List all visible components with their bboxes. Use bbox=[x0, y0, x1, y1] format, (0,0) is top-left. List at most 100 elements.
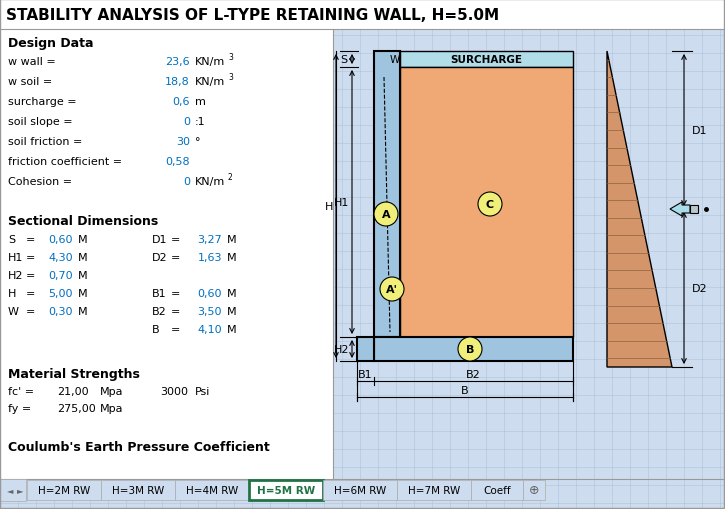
Text: M: M bbox=[78, 235, 88, 244]
Bar bbox=[323, 480, 397, 500]
Text: soil slope =: soil slope = bbox=[8, 117, 72, 127]
Bar bbox=[357, 337, 374, 361]
Circle shape bbox=[374, 203, 398, 227]
Bar bbox=[0, 0, 725, 30]
Text: :1: :1 bbox=[195, 117, 206, 127]
Bar bbox=[175, 480, 249, 500]
Text: 18,8: 18,8 bbox=[165, 77, 190, 87]
Text: =: = bbox=[26, 235, 36, 244]
Text: D1: D1 bbox=[152, 235, 167, 244]
Text: Psi: Psi bbox=[195, 386, 210, 396]
Text: m: m bbox=[195, 97, 206, 107]
Circle shape bbox=[380, 277, 404, 301]
Text: D1: D1 bbox=[692, 126, 708, 136]
Text: C: C bbox=[486, 200, 494, 210]
Text: 3000: 3000 bbox=[160, 386, 188, 396]
Text: 3: 3 bbox=[228, 53, 233, 63]
Text: M: M bbox=[227, 252, 236, 263]
Text: H: H bbox=[8, 289, 17, 298]
Text: 4,30: 4,30 bbox=[49, 252, 73, 263]
Text: H=2M RW: H=2M RW bbox=[38, 485, 90, 495]
Text: M: M bbox=[227, 289, 236, 298]
Text: SURCHARGE: SURCHARGE bbox=[450, 55, 523, 65]
Text: 0,30: 0,30 bbox=[49, 306, 73, 317]
Text: 23,6: 23,6 bbox=[165, 57, 190, 67]
Text: =: = bbox=[171, 324, 181, 334]
Bar bbox=[0, 479, 26, 501]
Bar bbox=[0, 30, 333, 479]
Text: Coulumb's Earth Pressure Coefficient: Coulumb's Earth Pressure Coefficient bbox=[8, 441, 270, 454]
Text: friction coefficient =: friction coefficient = bbox=[8, 157, 122, 166]
Text: M: M bbox=[78, 252, 88, 263]
Text: 3,27: 3,27 bbox=[197, 235, 222, 244]
Text: 2: 2 bbox=[228, 173, 233, 182]
Text: B2: B2 bbox=[466, 369, 481, 379]
Bar bbox=[27, 480, 101, 500]
Text: 4,10: 4,10 bbox=[197, 324, 222, 334]
Text: KN/m: KN/m bbox=[195, 77, 225, 87]
Text: soil friction =: soil friction = bbox=[8, 137, 83, 147]
Text: B1: B1 bbox=[152, 289, 167, 298]
Text: =: = bbox=[26, 289, 36, 298]
Text: B: B bbox=[465, 344, 474, 354]
Text: fy =: fy = bbox=[8, 403, 31, 413]
Text: 1,63: 1,63 bbox=[197, 252, 222, 263]
Text: KN/m: KN/m bbox=[195, 177, 225, 187]
Text: A': A' bbox=[386, 285, 398, 294]
Text: B1: B1 bbox=[358, 369, 373, 379]
Text: H=5M RW: H=5M RW bbox=[257, 485, 315, 495]
Text: Mpa: Mpa bbox=[100, 403, 123, 413]
Bar bbox=[523, 480, 545, 500]
Text: 0,6: 0,6 bbox=[173, 97, 190, 107]
Text: ◄: ◄ bbox=[7, 486, 14, 495]
Text: H=3M RW: H=3M RW bbox=[112, 485, 164, 495]
Text: =: = bbox=[171, 235, 181, 244]
Text: 0,70: 0,70 bbox=[49, 270, 73, 280]
Text: fc' =: fc' = bbox=[8, 386, 34, 396]
Text: B: B bbox=[152, 324, 160, 334]
Polygon shape bbox=[607, 52, 672, 367]
Text: STABILITY ANALYSIS OF L-TYPE RETAINING WALL, H=5.0M: STABILITY ANALYSIS OF L-TYPE RETAINING W… bbox=[6, 8, 499, 22]
Text: Material Strengths: Material Strengths bbox=[8, 368, 140, 381]
Text: ►: ► bbox=[17, 486, 23, 495]
Text: Mpa: Mpa bbox=[100, 386, 123, 396]
Text: H=4M RW: H=4M RW bbox=[186, 485, 238, 495]
Bar bbox=[397, 480, 471, 500]
Text: 0: 0 bbox=[183, 177, 190, 187]
Text: H=6M RW: H=6M RW bbox=[334, 485, 386, 495]
Text: °: ° bbox=[195, 137, 201, 147]
Text: W: W bbox=[8, 306, 19, 317]
Bar bbox=[374, 337, 573, 361]
FancyArrow shape bbox=[670, 203, 690, 216]
Text: 275,00: 275,00 bbox=[57, 403, 96, 413]
Text: S: S bbox=[8, 235, 15, 244]
Text: Cohesion =: Cohesion = bbox=[8, 177, 72, 187]
Text: M: M bbox=[227, 324, 236, 334]
Text: M: M bbox=[78, 306, 88, 317]
Text: M: M bbox=[227, 306, 236, 317]
Text: A: A bbox=[381, 210, 390, 219]
Text: W: W bbox=[390, 55, 400, 65]
Text: =: = bbox=[171, 252, 181, 263]
Circle shape bbox=[458, 337, 482, 361]
Text: ⊕: ⊕ bbox=[529, 484, 539, 496]
Bar bbox=[400, 52, 573, 68]
Text: w soil =: w soil = bbox=[8, 77, 52, 87]
Text: =: = bbox=[171, 289, 181, 298]
Bar bbox=[471, 480, 523, 500]
Text: KN/m: KN/m bbox=[195, 57, 225, 67]
Text: w wall =: w wall = bbox=[8, 57, 56, 67]
Text: D2: D2 bbox=[692, 284, 708, 293]
Text: 0,58: 0,58 bbox=[165, 157, 190, 166]
Text: =: = bbox=[171, 306, 181, 317]
Text: H=7M RW: H=7M RW bbox=[408, 485, 460, 495]
Text: B: B bbox=[461, 385, 469, 395]
Text: B2: B2 bbox=[152, 306, 167, 317]
Text: 3: 3 bbox=[228, 73, 233, 82]
Text: Design Data: Design Data bbox=[8, 38, 94, 50]
Text: M: M bbox=[78, 289, 88, 298]
Text: 21,00: 21,00 bbox=[57, 386, 88, 396]
Text: H2: H2 bbox=[8, 270, 23, 280]
Text: 5,00: 5,00 bbox=[49, 289, 73, 298]
Bar bbox=[400, 68, 573, 337]
